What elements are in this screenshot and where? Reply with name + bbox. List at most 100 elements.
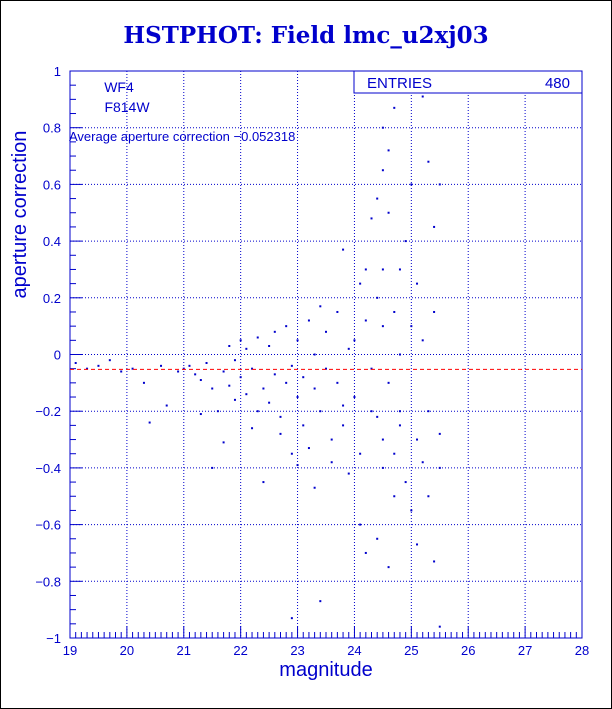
data-point bbox=[376, 197, 379, 200]
data-point bbox=[319, 600, 322, 603]
data-point bbox=[353, 396, 356, 399]
data-point bbox=[398, 268, 401, 271]
data-point bbox=[393, 310, 396, 313]
data-point bbox=[325, 367, 327, 370]
x-tick-label: 19 bbox=[63, 643, 77, 658]
data-point bbox=[376, 415, 379, 418]
data-point bbox=[285, 325, 288, 328]
data-point bbox=[313, 387, 316, 390]
data-point bbox=[381, 268, 384, 271]
data-point bbox=[364, 551, 367, 554]
data-point bbox=[370, 410, 373, 413]
data-point bbox=[165, 404, 168, 407]
x-axis-label: magnitude bbox=[279, 659, 372, 681]
data-point bbox=[398, 410, 401, 413]
data-point bbox=[233, 398, 236, 401]
y-tick-label: 0.4 bbox=[43, 234, 61, 249]
x-tick-label: 28 bbox=[575, 643, 589, 658]
data-point bbox=[313, 486, 316, 489]
data-point bbox=[359, 523, 362, 526]
data-point bbox=[296, 464, 299, 467]
filter-label: F814W bbox=[104, 99, 150, 115]
data-point bbox=[188, 364, 191, 367]
data-point bbox=[427, 160, 430, 163]
data-point bbox=[370, 367, 373, 370]
data-point bbox=[359, 282, 362, 285]
data-point bbox=[381, 325, 384, 328]
data-point bbox=[398, 353, 401, 356]
data-point bbox=[387, 149, 390, 152]
data-point bbox=[427, 495, 430, 498]
data-point bbox=[319, 305, 322, 308]
data-point bbox=[313, 353, 316, 356]
data-point bbox=[273, 330, 276, 333]
data-point bbox=[222, 370, 225, 373]
data-point bbox=[108, 359, 111, 362]
y-tick-label: −0.8 bbox=[35, 574, 61, 589]
data-point bbox=[319, 410, 322, 413]
data-points bbox=[74, 95, 441, 628]
data-point bbox=[262, 481, 265, 484]
data-point bbox=[256, 336, 259, 339]
data-point bbox=[222, 441, 225, 444]
data-point bbox=[410, 183, 413, 186]
data-point bbox=[279, 415, 282, 418]
data-point bbox=[433, 310, 436, 313]
data-point bbox=[438, 432, 441, 435]
data-point bbox=[256, 410, 259, 413]
data-point bbox=[268, 344, 271, 347]
average-correction-label: Average aperture correction −0.052318 bbox=[69, 129, 295, 144]
data-point bbox=[233, 359, 236, 362]
y-tick-label: 0.2 bbox=[43, 291, 61, 306]
x-tick-label: 24 bbox=[347, 643, 361, 658]
stats-value: 480 bbox=[545, 75, 570, 92]
data-point bbox=[194, 373, 197, 376]
y-tick-label: −1 bbox=[46, 631, 61, 646]
data-point bbox=[416, 282, 419, 285]
y-tick-label: −0.2 bbox=[35, 404, 61, 419]
y-tick-label: 1 bbox=[54, 64, 61, 79]
data-point bbox=[245, 393, 248, 396]
data-point bbox=[381, 438, 384, 441]
data-point bbox=[410, 509, 413, 512]
chip-label: WF4 bbox=[104, 79, 134, 95]
data-point bbox=[387, 566, 390, 569]
data-point bbox=[216, 410, 219, 413]
data-point bbox=[410, 325, 413, 328]
data-point bbox=[211, 387, 214, 390]
data-point bbox=[296, 396, 299, 399]
data-point bbox=[330, 461, 333, 464]
data-point bbox=[148, 421, 151, 424]
data-point bbox=[364, 319, 367, 322]
data-point bbox=[381, 169, 384, 172]
data-point bbox=[296, 339, 299, 342]
data-point bbox=[290, 452, 293, 455]
data-point bbox=[416, 438, 419, 441]
data-point bbox=[239, 376, 242, 379]
data-point bbox=[120, 370, 123, 373]
data-point bbox=[353, 339, 356, 342]
data-point bbox=[160, 364, 163, 367]
data-point bbox=[239, 339, 242, 342]
data-point bbox=[421, 339, 424, 342]
grid-lines bbox=[69, 70, 583, 639]
data-point bbox=[211, 466, 214, 469]
data-point bbox=[251, 367, 254, 370]
y-tick-label: −0.6 bbox=[35, 518, 61, 533]
data-point bbox=[438, 466, 441, 469]
x-tick-label: 26 bbox=[461, 643, 475, 658]
data-point bbox=[302, 424, 305, 427]
data-point bbox=[290, 364, 293, 367]
data-point bbox=[307, 447, 310, 450]
data-point bbox=[182, 367, 185, 370]
data-point bbox=[245, 347, 248, 350]
data-point bbox=[97, 364, 100, 367]
data-point bbox=[347, 347, 350, 350]
data-point bbox=[302, 376, 305, 379]
data-point bbox=[307, 319, 310, 322]
data-point bbox=[131, 367, 134, 370]
data-point bbox=[416, 543, 419, 546]
data-point bbox=[336, 381, 339, 384]
data-point bbox=[342, 404, 345, 407]
